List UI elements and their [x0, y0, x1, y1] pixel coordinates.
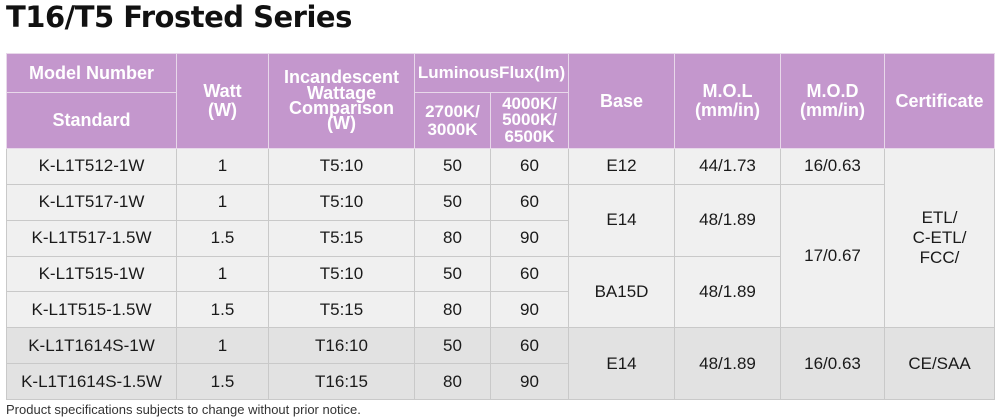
certificate-cell: ETL/ C-ETL/ FCC/ — [884, 147, 996, 329]
header-standard: Standard — [6, 92, 177, 149]
table-row: K-L1T515-1W 1 T5:10 50 60 BA15D 48/1.89 — [6, 255, 995, 329]
incandescent-cell: T16:10 — [268, 327, 415, 365]
header-watt-unit: (W) — [208, 100, 237, 120]
flux-warm-cell: 80 — [414, 219, 491, 257]
flux-cool-cell: 90 — [489, 291, 570, 329]
header-flux-cool-line2: 5000K/ — [502, 110, 557, 130]
flux-cool-cell: 90 — [489, 363, 570, 400]
header-mol-unit: (mm/in) — [695, 100, 761, 120]
header-mol: M.O.L (mm/in) — [674, 53, 782, 149]
model-cell: K-L1T517-1W — [6, 183, 177, 221]
base-cell: E14 — [568, 327, 676, 400]
table-row: K-L1T512-1W 1 T5:10 50 60 E12 44/1.73 16… — [6, 147, 996, 329]
header-luminous-flux: LuminousFlux(lm) — [413, 53, 570, 93]
watt-cell: 1 — [176, 255, 269, 293]
flux-warm-cell: 80 — [414, 363, 491, 400]
header-incandescent-line3: Comparison — [288, 98, 394, 118]
header-watt-label: Watt — [203, 81, 242, 102]
header-incandescent: Incandescent Wattage Comparison (W) — [268, 53, 415, 149]
watt-cell: 1 — [176, 148, 269, 185]
flux-cool-cell: 90 — [489, 219, 570, 257]
mod-cell: 16/0.63 — [780, 327, 886, 400]
model-cell: K-L1T515-1W — [6, 255, 177, 293]
incandescent-cell: T5:15 — [268, 219, 415, 257]
model-cell: K-L1T517-1.5W — [6, 219, 177, 257]
flux-cool-cell: 60 — [489, 255, 570, 293]
base-cell: E14 — [568, 183, 676, 257]
watt-cell: 1.5 — [176, 291, 269, 329]
header-incandescent-line1: Incandescent — [283, 67, 400, 88]
header-incandescent-line2: Wattage — [306, 82, 377, 103]
mol-cell: 44/1.73 — [674, 148, 782, 185]
header-flux-cool-line3: 6500K — [504, 126, 555, 146]
incandescent-cell: T16:15 — [268, 363, 415, 400]
page-title: T16/T5 Frosted Series — [6, 0, 352, 34]
watt-cell: 1.5 — [176, 363, 269, 400]
incandescent-cell: T5:15 — [268, 291, 415, 329]
spec-table: Model Number Watt (W) Incandescent Watta… — [6, 53, 996, 400]
flux-cool-cell: 60 — [489, 148, 570, 185]
table-row: K-L1T1614S-1W 1 T16:10 50 60 E14 48/1.89… — [6, 327, 996, 400]
certificate-line: C-ETL/ — [912, 228, 967, 248]
base-cell: E12 — [568, 148, 676, 185]
flux-warm-cell: 50 — [414, 183, 491, 221]
base-cell: BA15D — [568, 255, 676, 329]
header-watt: Watt (W) — [176, 53, 269, 149]
watt-cell: 1 — [176, 327, 269, 365]
mol-cell: 48/1.89 — [674, 255, 782, 329]
incandescent-cell: T5:10 — [268, 148, 415, 185]
certificate-line: ETL/ — [921, 208, 958, 228]
header-mod-unit: (mm/in) — [800, 100, 866, 120]
model-cell: K-L1T1614S-1W — [6, 327, 177, 365]
header-mod-label: M.O.D — [806, 81, 859, 102]
flux-warm-cell: 50 — [414, 148, 491, 185]
header-incandescent-line4: (W) — [327, 113, 356, 134]
table-row: K-L1T517-1W 1 T5:10 50 60 E14 48/1.89 17… — [6, 183, 995, 329]
flux-cool-cell: 60 — [489, 183, 570, 221]
table-row: K-L1T1614S-1.5W 1.5 T16:15 80 90 — [6, 363, 995, 400]
table-row: K-L1T515-1.5W 1.5 T5:15 80 90 — [6, 291, 995, 329]
header-flux-cool: 4000K/ 5000K/ 6500K — [489, 92, 570, 149]
header-base: Base — [568, 53, 676, 149]
mod-cell: 16/0.63 — [780, 148, 886, 185]
flux-warm-cell: 50 — [414, 255, 491, 293]
mod-cell: 17/0.67 — [780, 183, 886, 329]
footnote: Product specifications subjects to chang… — [6, 402, 361, 417]
header-mod: M.O.D (mm/in) — [780, 53, 886, 149]
flux-warm-cell: 80 — [414, 291, 491, 329]
header-mol-label: M.O.L — [702, 81, 753, 102]
flux-cool-cell: 60 — [489, 327, 570, 365]
model-cell: K-L1T1614S-1.5W — [6, 363, 177, 400]
header-flux-warm-line2: 3000K — [427, 119, 478, 139]
certificate-line: FCC/ — [919, 248, 960, 268]
mol-cell: 48/1.89 — [674, 327, 782, 400]
watt-cell: 1.5 — [176, 219, 269, 257]
incandescent-cell: T5:10 — [268, 183, 415, 221]
header-certificate: Certificate — [884, 53, 996, 149]
model-cell: K-L1T512-1W — [6, 148, 177, 185]
header-flux-warm-line1: 2700K/ — [425, 101, 480, 121]
flux-warm-cell: 50 — [414, 327, 491, 365]
mol-cell: 48/1.89 — [674, 183, 782, 257]
header-flux-cool-line1: 4000K/ — [502, 94, 557, 114]
incandescent-cell: T5:10 — [268, 255, 415, 293]
header-flux-warm: 2700K/ 3000K — [414, 92, 491, 149]
header-model-number: Model Number — [6, 53, 177, 93]
model-cell: K-L1T515-1.5W — [6, 291, 177, 329]
watt-cell: 1 — [176, 183, 269, 221]
table-row: K-L1T517-1.5W 1.5 T5:15 80 90 — [6, 219, 995, 257]
certificate-cell: CE/SAA — [884, 327, 996, 400]
